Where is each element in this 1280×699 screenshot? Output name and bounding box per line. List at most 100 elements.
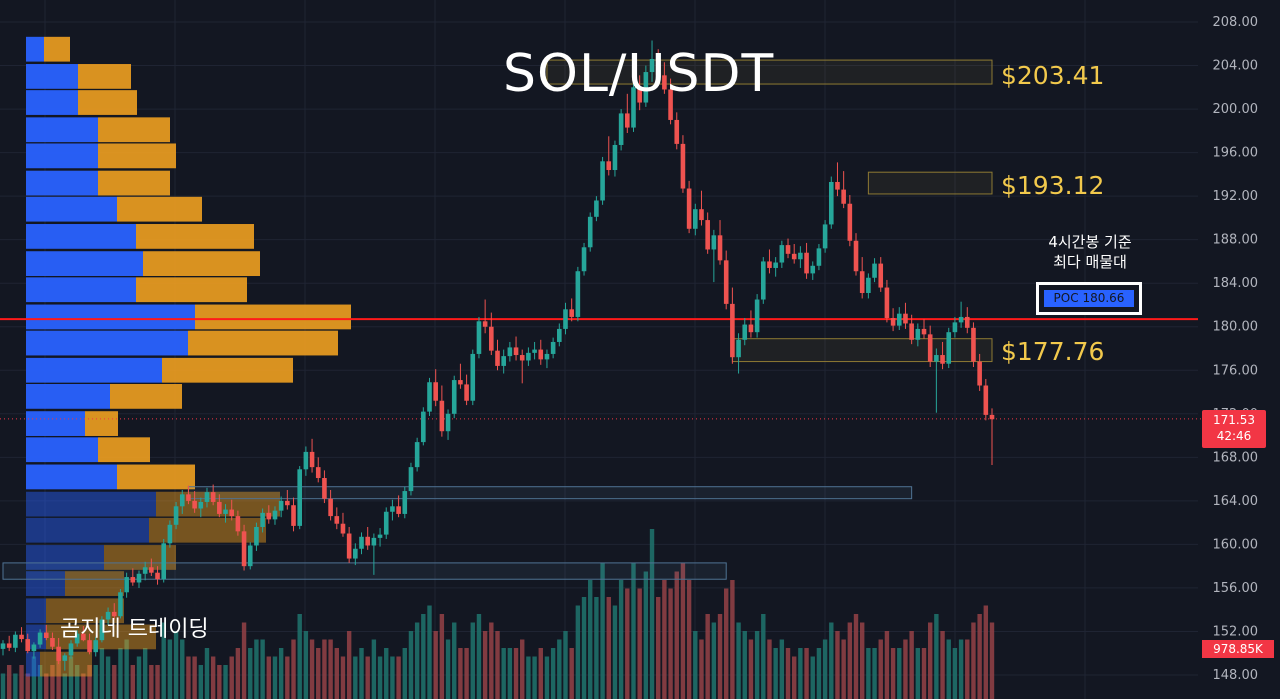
- volume-bar: [470, 622, 475, 699]
- candle-body: [983, 385, 989, 415]
- profile-sell-bar: [78, 64, 131, 89]
- volume-bar: [241, 622, 247, 699]
- candle-body: [519, 355, 525, 361]
- candle: [649, 40, 655, 82]
- volume-bar: [278, 648, 284, 699]
- candle: [464, 374, 469, 406]
- candle-body: [538, 349, 544, 360]
- volume-bar: [421, 614, 426, 699]
- candle-body: [482, 321, 488, 327]
- candle-body: [179, 494, 185, 507]
- profile-buy-bar: [26, 304, 195, 330]
- current-price-tag: 171.53 42:46: [1202, 410, 1266, 448]
- volume-bar: [68, 656, 74, 699]
- volume-bar: [25, 673, 30, 699]
- candle-body: [934, 355, 939, 362]
- candle-body: [198, 501, 204, 509]
- volume-bar: [254, 639, 259, 699]
- profile-buy-bar: [26, 277, 136, 303]
- volume-bar: [754, 631, 760, 699]
- profile-buy-bar: [26, 196, 117, 222]
- volume-bar: [414, 622, 420, 699]
- candle: [50, 632, 55, 650]
- candle-body: [859, 271, 865, 293]
- volume-bar: [371, 639, 377, 699]
- candle-body: [884, 287, 890, 319]
- volume-bar: [56, 648, 61, 699]
- candle-body: [569, 309, 574, 317]
- candle: [315, 457, 321, 483]
- candle-body: [847, 203, 853, 241]
- candle: [198, 497, 204, 518]
- candle: [587, 212, 593, 252]
- volume-bar: [272, 656, 278, 699]
- candle: [680, 135, 686, 193]
- profile-buy-bar: [26, 90, 78, 115]
- candle-body: [13, 634, 18, 648]
- profile-buy-bar: [26, 357, 162, 383]
- y-tick-label: 176.00: [1213, 363, 1259, 378]
- volume-bar: [859, 622, 865, 699]
- y-tick-label: 152.00: [1213, 624, 1259, 639]
- candle-body: [940, 355, 945, 364]
- volume-bar: [192, 656, 197, 699]
- volume-bar: [693, 631, 698, 699]
- volume-bar: [87, 665, 92, 699]
- candle: [340, 512, 346, 537]
- volume-bar: [532, 656, 537, 699]
- y-tick-label: 148.00: [1213, 668, 1259, 683]
- candle-body: [235, 516, 241, 532]
- candle: [74, 630, 80, 647]
- volume-bar: [792, 656, 797, 699]
- y-tick-label: 168.00: [1213, 450, 1259, 465]
- volume-bar: [309, 639, 315, 699]
- candle: [742, 318, 748, 346]
- volume-bar: [229, 656, 234, 699]
- candle: [322, 470, 327, 504]
- volume-bar: [173, 631, 179, 699]
- volume-bar: [334, 648, 339, 699]
- candle: [903, 302, 908, 329]
- candle: [872, 258, 877, 283]
- candle: [439, 385, 445, 437]
- candle-body: [315, 467, 321, 479]
- candle-body: [866, 277, 871, 293]
- candle-body: [43, 632, 49, 638]
- candle-body: [550, 341, 556, 354]
- volume-bar: [186, 656, 191, 699]
- candle: [717, 220, 723, 265]
- volume-bar: [482, 631, 488, 699]
- candle: [915, 323, 921, 347]
- candle-body: [927, 334, 933, 362]
- candle-body: [173, 506, 179, 525]
- candle-body: [118, 592, 123, 617]
- candle: [785, 238, 791, 259]
- volume-bar: [965, 639, 970, 699]
- y-tick-label: 196.00: [1213, 146, 1259, 161]
- volume-bars: [0, 529, 995, 699]
- volume-bar: [940, 631, 945, 699]
- candle-body: [81, 633, 86, 641]
- candle: [594, 196, 599, 222]
- volume-bar: [841, 639, 846, 699]
- volume-bar: [433, 631, 438, 699]
- candle: [779, 240, 785, 268]
- candle: [260, 508, 265, 533]
- profile-sell-bar: [65, 571, 124, 596]
- candle: [229, 499, 235, 521]
- volume-bar: [365, 656, 370, 699]
- candle: [278, 496, 284, 518]
- candle-body: [365, 536, 370, 546]
- candle: [934, 348, 939, 413]
- candle-body: [872, 263, 877, 278]
- candle-body: [229, 509, 235, 517]
- candle-body: [124, 577, 129, 593]
- volume-bar: [866, 648, 871, 699]
- candle: [396, 495, 401, 518]
- candle: [445, 409, 451, 440]
- candle: [730, 287, 735, 364]
- volume-bar: [142, 648, 148, 699]
- volume-bar: [637, 588, 642, 699]
- candle-body: [142, 567, 148, 574]
